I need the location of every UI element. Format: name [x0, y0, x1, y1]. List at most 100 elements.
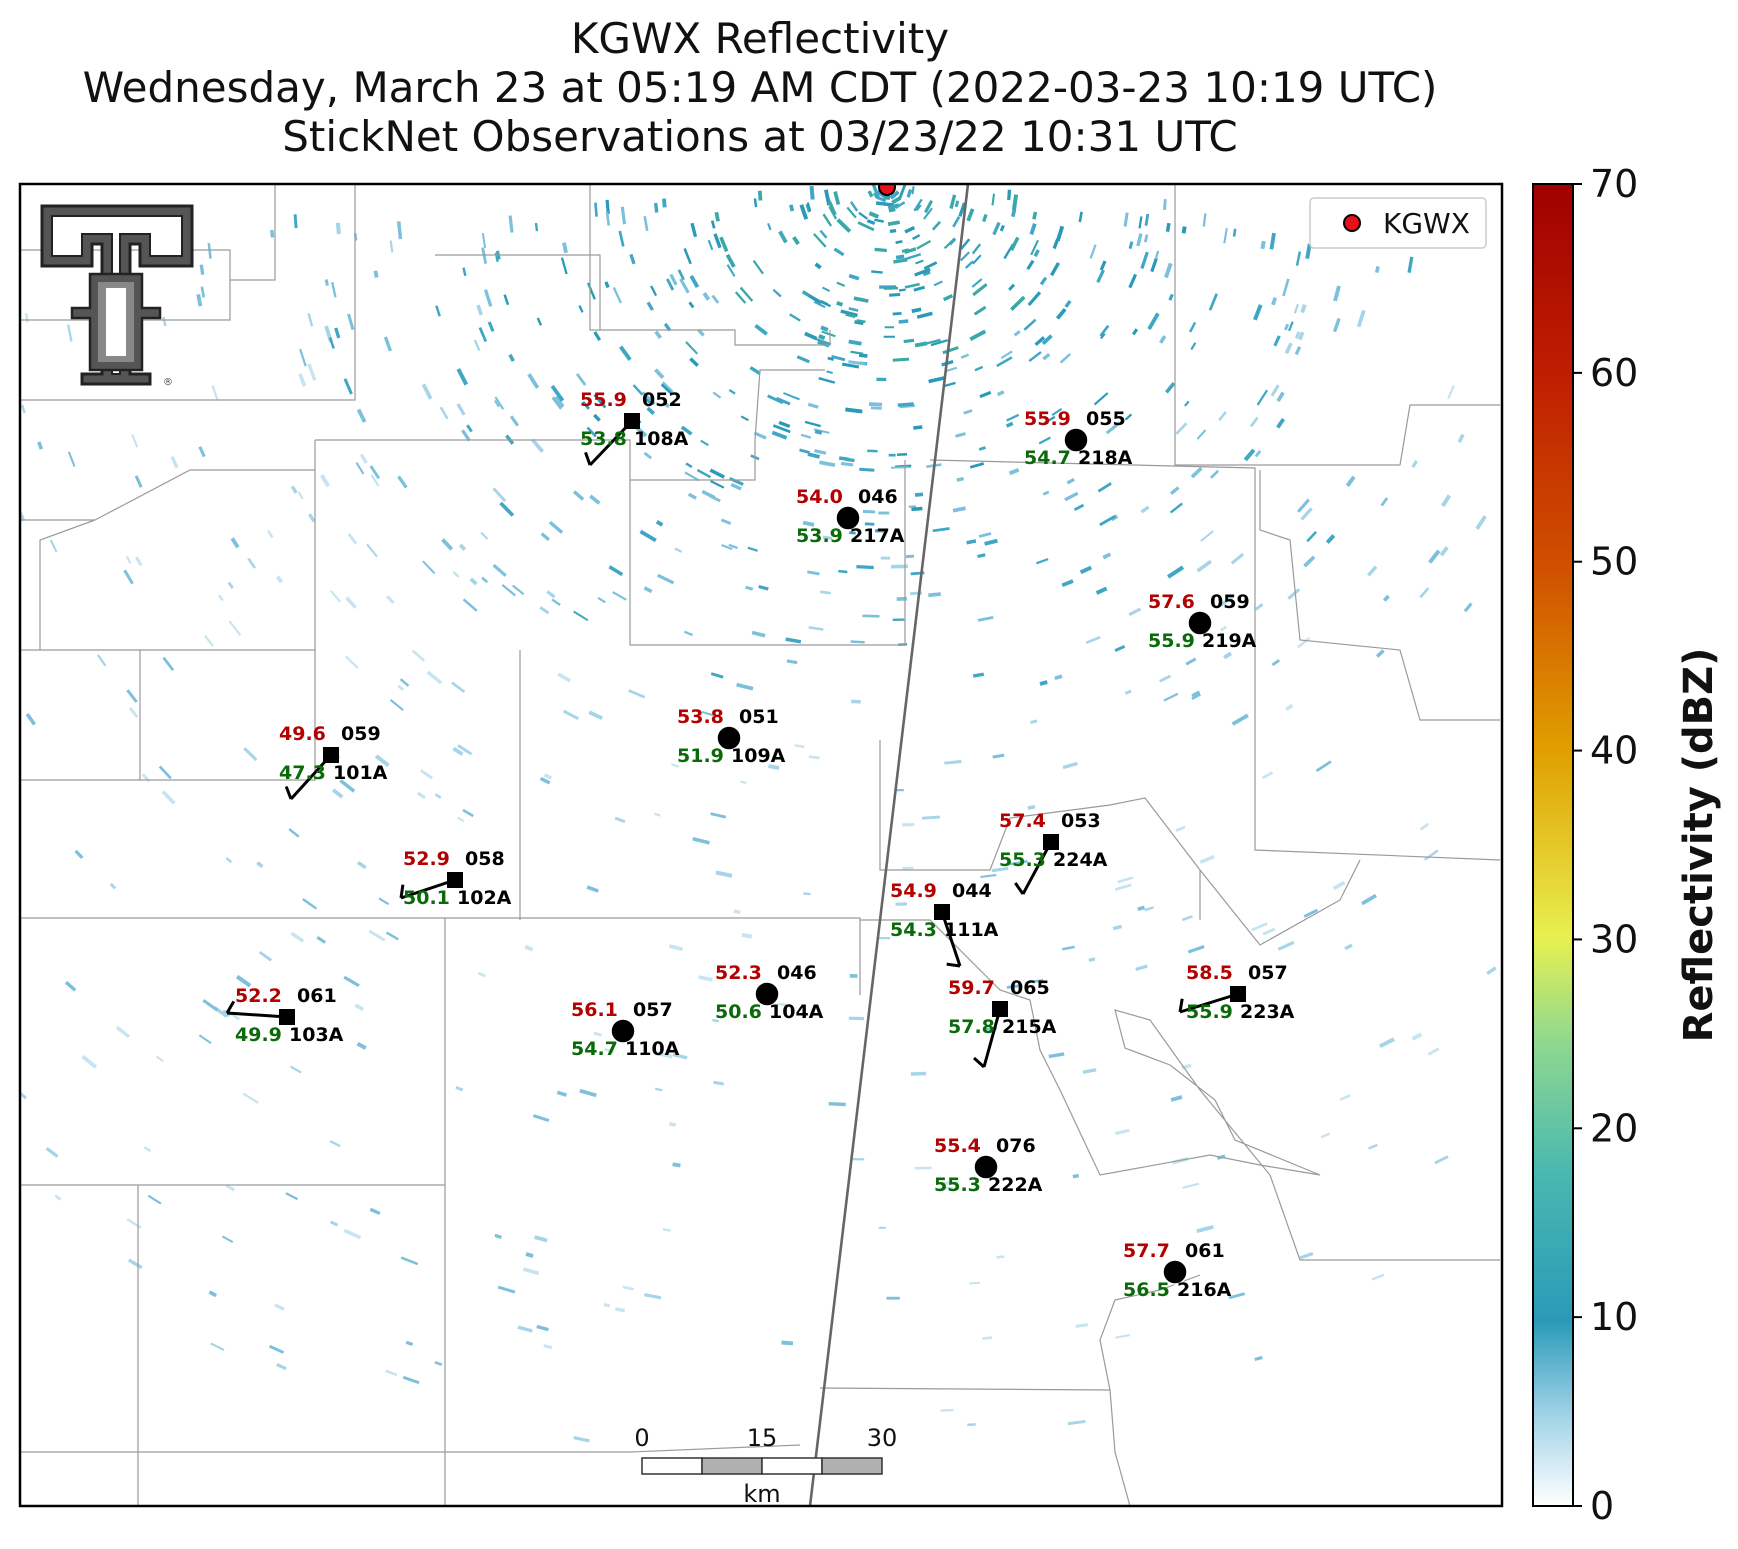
- reflectivity-echo: [991, 866, 1009, 873]
- reflectivity-echo: [887, 220, 901, 227]
- station-marker-square: [624, 413, 640, 429]
- reflectivity-echo: [551, 396, 563, 410]
- station-plot-110A[interactable]: 56.1 057 54.7 110A: [571, 999, 680, 1060]
- reflectivity-echo: [846, 206, 857, 219]
- reflectivity-echo: [641, 391, 656, 406]
- station-marker-circle: [1063, 427, 1089, 453]
- reflectivity-echo: [1027, 291, 1042, 307]
- reflectivity-echo: [1254, 1355, 1263, 1362]
- reflectivity-echo: [298, 373, 307, 387]
- reflectivity-echo: [1273, 335, 1281, 347]
- reflectivity-echo: [799, 204, 809, 220]
- station-plot-216A[interactable]: 57.7 061 56.5 216A: [1123, 1240, 1232, 1301]
- reflectivity-echo: [913, 425, 923, 430]
- reflectivity-echo: [1164, 262, 1173, 279]
- reflectivity-echo: [1170, 1095, 1183, 1102]
- reflectivity-echo: [924, 199, 934, 214]
- reflectivity-echo: [712, 1018, 720, 1023]
- reflectivity-echo: [733, 909, 741, 914]
- map-frame: [18, 182, 1504, 1508]
- reflectivity-echo: [709, 468, 725, 479]
- station-plot-217A[interactable]: 54.0 046 53.9 217A: [796, 486, 905, 547]
- reflectivity-echo: [767, 394, 784, 405]
- reflectivity-echo: [1243, 448, 1256, 462]
- reflectivity-echo: [618, 230, 625, 247]
- station-id: 104A: [769, 1001, 824, 1023]
- reflectivity-echo: [820, 300, 832, 308]
- reflectivity-echo: [456, 816, 465, 823]
- reflectivity-echo: [1128, 273, 1138, 289]
- reflectivity-echo: [548, 520, 564, 534]
- station-plot-219A[interactable]: 57.6 059 55.9 219A: [1148, 591, 1257, 652]
- reflectivity-echo: [807, 570, 820, 576]
- station-plot-103A[interactable]: 52.2 061 49.9 103A: [225, 985, 344, 1046]
- reflectivity-echo: [911, 186, 915, 195]
- reflectivity-echo: [1000, 350, 1013, 359]
- reflectivity-echo: [850, 640, 865, 644]
- reflectivity-echo: [866, 219, 876, 225]
- reflectivity-echo: [54, 1194, 62, 1201]
- wind-barb: [226, 1011, 288, 1019]
- reflectivity-echo: [662, 381, 674, 393]
- station-plot-224A[interactable]: 57.4 053 55.3 224A: [999, 810, 1108, 895]
- reflectivity-echo: [24, 313, 29, 323]
- reflectivity-echo: [573, 1436, 590, 1443]
- reflectivity-echo: [696, 468, 712, 479]
- reflectivity-echo: [683, 248, 692, 265]
- reflectivity-echo: [385, 931, 399, 941]
- station-marker-square: [279, 1009, 295, 1025]
- reflectivity-echo: [690, 222, 698, 238]
- reflectivity-echo: [344, 655, 359, 669]
- reflectivity-echo: [134, 556, 143, 567]
- reflectivity-echo: [899, 404, 915, 409]
- station-plot-108A[interactable]: 55.9 052 53.8 108A: [580, 389, 689, 467]
- station-plot-111A[interactable]: 54.9 044 54.3 111A: [890, 880, 999, 968]
- reflectivity-echo: [329, 1140, 341, 1148]
- reflectivity-echo: [455, 1085, 464, 1092]
- reflectivity-echo: [786, 659, 798, 665]
- reflectivity-echo: [813, 300, 826, 309]
- reflectivity-echo: [896, 453, 908, 457]
- reflectivity-echo: [1332, 317, 1341, 333]
- station-plot-102A[interactable]: 52.9 058 50.1 102A: [399, 848, 512, 909]
- reflectivity-echo: [481, 576, 489, 584]
- reflectivity-echo: [1168, 293, 1174, 301]
- reflectivity-echo: [1249, 416, 1259, 428]
- reflectivity-echo: [1099, 260, 1107, 271]
- station-plot-218A[interactable]: 55.9 055 54.7 218A: [1024, 408, 1133, 469]
- reflectivity-echo: [399, 678, 410, 687]
- reflectivity-echo: [1344, 943, 1353, 951]
- station-id: 110A: [625, 1038, 680, 1060]
- reflectivity-echo: [1284, 342, 1293, 355]
- reflectivity-echo: [952, 506, 966, 513]
- station-plot-104A[interactable]: 52.3 046 50.6 104A: [715, 962, 824, 1023]
- map-legend[interactable]: KGWX: [1309, 197, 1487, 249]
- station-plot-215A[interactable]: 59.7 065 57.8 215A: [948, 977, 1057, 1069]
- reflectivity-echo: [1200, 530, 1214, 542]
- reflectivity-echo: [243, 747, 258, 762]
- station-marker-circle: [754, 981, 780, 1007]
- reflectivity-echo: [646, 301, 654, 311]
- texas-tech-double-t-logo: [40, 204, 194, 386]
- map-panel[interactable]: [20, 184, 1502, 1506]
- reflectivity-echo: [1300, 304, 1307, 314]
- colorbar-title: Reflectivity (dBZ): [1676, 648, 1722, 1043]
- reflectivity-echo: [1067, 1419, 1086, 1426]
- station-plot-109A[interactable]: 53.8 051 51.9 109A: [677, 706, 786, 767]
- reflectivity-echo: [848, 339, 862, 346]
- reflectivity-echo: [964, 260, 974, 269]
- reflectivity-echo: [906, 188, 913, 198]
- reflectivity-echo: [307, 363, 317, 381]
- reflectivity-echo: [857, 221, 875, 232]
- reflectivity-echo: [1303, 908, 1319, 918]
- reflectivity-echo: [343, 975, 360, 988]
- station-plot-222A[interactable]: 55.4 076 55.3 222A: [934, 1135, 1043, 1196]
- reflectivity-echo: [554, 395, 565, 408]
- station-plot-223A[interactable]: 58.5 057 55.9 223A: [1178, 962, 1295, 1023]
- station-plot-101A[interactable]: 49.6 059 47.3 101A: [279, 723, 388, 801]
- reflectivity-echo: [758, 584, 769, 591]
- reflectivity-echo: [831, 354, 846, 362]
- reflectivity-echo: [963, 409, 973, 415]
- station-id: 111A: [944, 919, 999, 941]
- reflectivity-echo: [1066, 477, 1075, 485]
